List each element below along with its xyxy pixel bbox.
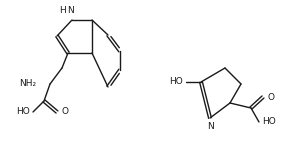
Text: O: O <box>62 107 69 117</box>
Text: HO: HO <box>262 118 276 127</box>
Text: H: H <box>60 6 66 15</box>
Text: HO: HO <box>169 77 183 86</box>
Text: N: N <box>208 122 215 131</box>
Text: O: O <box>267 93 274 101</box>
Text: NH₂: NH₂ <box>19 80 36 89</box>
Text: HO: HO <box>16 107 30 117</box>
Text: N: N <box>67 6 73 15</box>
